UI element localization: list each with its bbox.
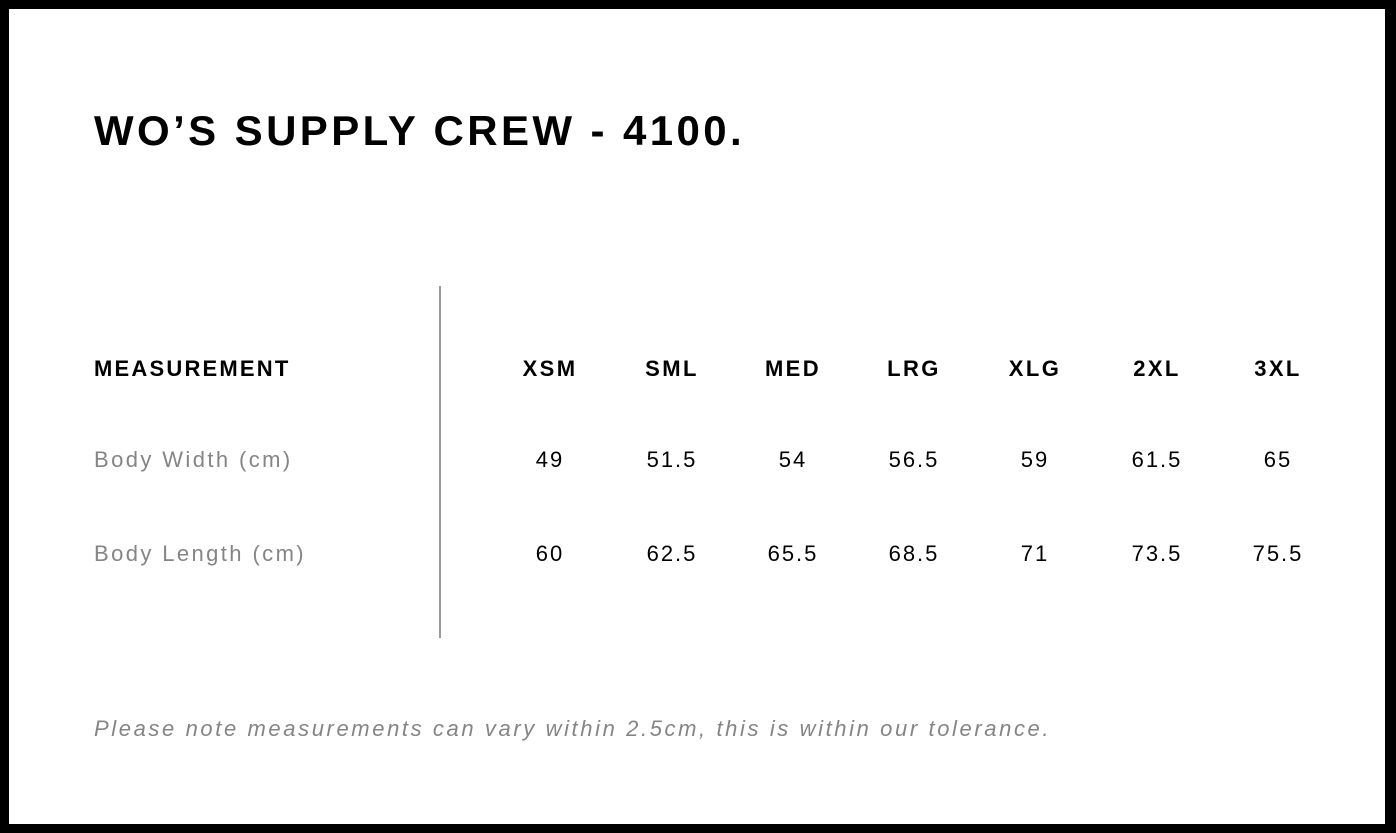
- table-cell: 65: [1263, 447, 1293, 472]
- page-title: WO’S SUPPLY CREW - 4100.: [94, 107, 746, 154]
- table-cell: 61.5: [1131, 447, 1183, 472]
- table-header-row: MEASUREMENT XSM SML MED LRG XLG 2XL 3XL: [9, 354, 1385, 384]
- size-header-xsm: XSM: [522, 356, 578, 381]
- size-header-sml: SML: [645, 356, 699, 381]
- table-cell: 49: [535, 447, 565, 472]
- size-header-lrg: LRG: [887, 356, 941, 381]
- size-header-3xl: 3XL: [1254, 356, 1302, 381]
- table-cell: 68.5: [888, 541, 940, 566]
- row-label: Body Length (cm): [94, 541, 307, 566]
- table-cell: 59: [1020, 447, 1050, 472]
- table-row: Body Length (cm) 60 62.5 65.5 68.5 71 73.5 75.…: [9, 539, 1385, 569]
- tolerance-note: Please note measurements can vary within…: [94, 716, 1052, 741]
- size-chart-card: WO’S SUPPLY CREW - 4100. MEASUREMENT XSM…: [9, 9, 1385, 824]
- table-cell: 73.5: [1131, 541, 1183, 566]
- size-header-med: MED: [764, 356, 822, 381]
- table-cell: 56.5: [888, 447, 940, 472]
- measurement-header: MEASUREMENT: [94, 356, 291, 381]
- table-cell: 54: [778, 447, 808, 472]
- size-header-xlg: XLG: [1008, 356, 1062, 381]
- table-cell: 60: [535, 541, 565, 566]
- table-cell: 71: [1020, 541, 1050, 566]
- table-cell: 65.5: [767, 541, 819, 566]
- size-header-2xl: 2XL: [1133, 356, 1181, 381]
- table-row: Body Width (cm) 49 51.5 54 56.5 59 61.5 65: [9, 445, 1385, 475]
- table-cell: 62.5: [646, 541, 698, 566]
- table-cell: 75.5: [1252, 541, 1304, 566]
- column-divider: [439, 286, 441, 638]
- table-cell: 51.5: [646, 447, 698, 472]
- row-label: Body Width (cm): [94, 447, 293, 472]
